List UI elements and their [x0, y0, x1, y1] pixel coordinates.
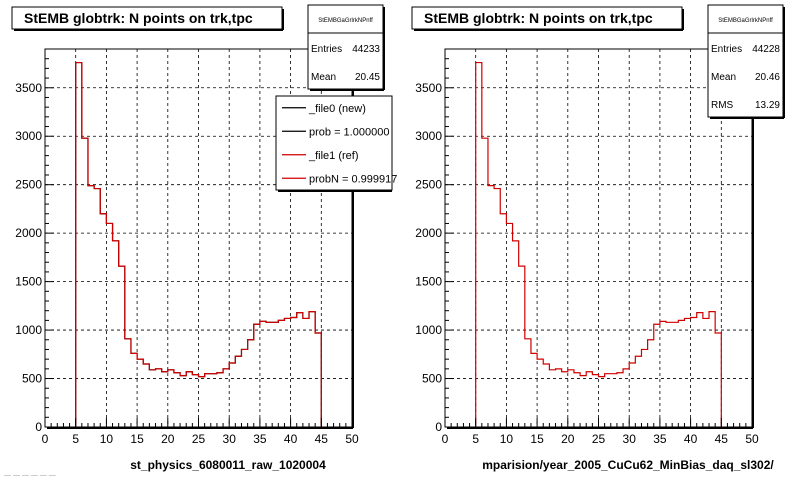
left-x-tick-label-20: 20 [161, 432, 175, 446]
left-y-tick-label-0: 0 [35, 420, 42, 434]
left-y-tick-label-3000: 3000 [15, 129, 42, 143]
left-x-tick-label-30: 30 [223, 432, 237, 446]
right-x-tick-label-0: 0 [442, 432, 449, 446]
right-x-tick-label-45: 45 [715, 432, 729, 446]
right-stats-mean-value: 20.46 [755, 72, 780, 83]
right-y-tick-label-500: 500 [422, 372, 442, 386]
histogram-panel-left: 0 5 10 15 20 25 30 35 40 45 5005001000150020002500… [4, 4, 397, 479]
left-stats-box [307, 4, 384, 90]
left-x-tick-label-10: 10 [100, 432, 114, 446]
left-stats-name: StEMBGaGrlrkNPnff [318, 18, 373, 24]
left-x-tick-label-35: 35 [253, 432, 267, 446]
left-stats-entries-value: 44233 [352, 44, 380, 55]
right-series-0-line [475, 61, 722, 427]
right-chart-title: StEMB globtrk: N points on trk,tpc [424, 10, 653, 26]
right-x-tick-label-25: 25 [592, 432, 606, 446]
right-x-tick-label-20: 20 [561, 432, 575, 446]
right-stats-entries-value: 44228 [752, 44, 780, 55]
right-x-tick-label-15: 15 [530, 432, 544, 446]
right-y-tick-label-1500: 1500 [415, 275, 442, 289]
right-y-tick-label-1000: 1000 [415, 323, 442, 337]
left-x-tick-label-45: 45 [315, 432, 329, 446]
left-y-tick-label-2500: 2500 [15, 178, 42, 192]
right-stats-box [707, 4, 784, 118]
right-x-tick-label-10: 10 [500, 432, 514, 446]
right-x-tick-label-5: 5 [472, 432, 479, 446]
right-y-tick-label-3000: 3000 [415, 129, 442, 143]
right-x-tick-label-35: 35 [653, 432, 667, 446]
right-stats-mean-label: Mean [711, 72, 736, 83]
left-legend-label-1: prob = 1.000000 [309, 126, 389, 138]
left-x-tick-label-25: 25 [192, 432, 206, 446]
right-y-tick-label-2500: 2500 [415, 178, 442, 192]
left-x-tick-label-5: 5 [72, 432, 79, 446]
right-stats-rms-value: 13.29 [755, 100, 780, 111]
left-y-tick-label-3500: 3500 [15, 81, 42, 95]
left-stats-entries-label: Entries [311, 44, 342, 55]
right-stats-rms-label: RMS [711, 100, 734, 111]
left-y-tick-label-500: 500 [22, 372, 42, 386]
right-x-tick-label-40: 40 [684, 432, 698, 446]
right-y-tick-label-2000: 2000 [415, 226, 442, 240]
left-chart-title: StEMB globtrk: N points on trk,tpc [24, 10, 253, 26]
right-x-axis-label: mparision/year_2005_CuCu62_MinBias_daq_s… [482, 458, 774, 472]
left-y-tick-label-1000: 1000 [15, 323, 42, 337]
left-y-tick-label-1500: 1500 [15, 275, 42, 289]
right-stats-name: StEMBGaGrlrkNPnff [718, 18, 773, 24]
left-stats-mean-value: 20.45 [355, 72, 380, 83]
left-stats-mean-label: Mean [311, 72, 336, 83]
left-legend-box [275, 95, 393, 191]
left-x-tick-label-0: 0 [42, 432, 49, 446]
left-x-tick-label-50: 50 [345, 432, 359, 446]
left-y-tick-label-2000: 2000 [15, 226, 42, 240]
left-series-1-line [75, 61, 322, 427]
left-x-tick-label-15: 15 [130, 432, 144, 446]
left-legend-label-3: probN = 0.999917 [309, 173, 397, 185]
right-x-tick-label-50: 50 [745, 432, 759, 446]
right-x-tick-label-30: 30 [623, 432, 637, 446]
right-y-tick-label-0: 0 [435, 420, 442, 434]
left-legend-label-0: _file0 (new) [308, 103, 366, 115]
footer-text: — — — — — — [4, 472, 56, 479]
right-stats-entries-label: Entries [711, 44, 742, 55]
left-x-tick-label-40: 40 [284, 432, 298, 446]
left-x-axis-label: st_physics_6080011_raw_1020004 [130, 458, 326, 472]
histogram-panel-right: 0 5 10 15 20 25 30 35 40 45 5005001000150020002500… [411, 4, 785, 472]
left-legend-label-2: _file1 (ref) [308, 150, 359, 162]
right-y-tick-label-3500: 3500 [415, 81, 442, 95]
